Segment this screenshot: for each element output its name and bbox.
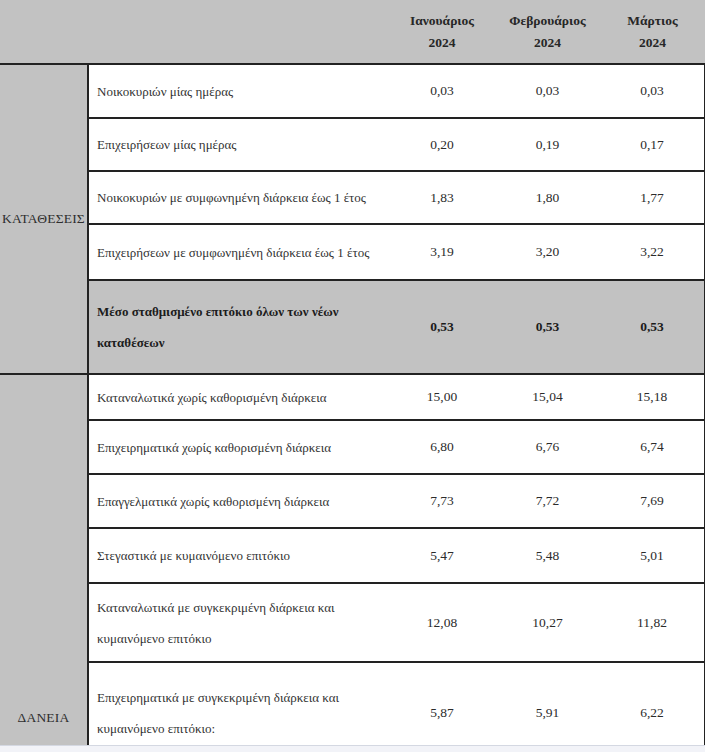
value-cell: 11,82	[600, 583, 705, 662]
row-label: Επιχειρήσεων μίας ημέρας	[88, 118, 389, 171]
header-col-march: Μάρτιος 2024	[600, 0, 705, 64]
value-cell: 15,00	[389, 374, 495, 420]
table-row: Νοικοκυριών με συμφωνημένη διάρκεια έως …	[0, 171, 705, 224]
header-col-january: Ιανουάριος 2024	[389, 0, 495, 64]
value-cell: 3,19	[389, 224, 495, 280]
table-row: ΔΑΝΕΙΑ Καταναλωτικά χωρίς καθορισμένη δι…	[0, 374, 705, 420]
row-label: Επαγγελματικά χωρίς καθορισμένη διάρκεια	[88, 474, 389, 528]
value-cell: 6,22	[600, 662, 705, 752]
group-label-loans: ΔΑΝΕΙΑ	[0, 374, 88, 752]
value-cell: 6,74	[600, 420, 705, 474]
value-cell: 0,19	[495, 118, 600, 171]
value-cell: 12,08	[389, 583, 495, 662]
value-cell: 0,20	[389, 118, 495, 171]
value-cell: 0,17	[600, 118, 705, 171]
value-cell: 5,91	[495, 662, 600, 752]
value-cell: 5,48	[495, 528, 600, 583]
value-cell: 3,22	[600, 224, 705, 280]
interest-rates-table-page: Ιανουάριος 2024 Φεβρουάριος 2024 Μάρτιος…	[0, 0, 705, 752]
table-row: Επιχειρήσεων μίας ημέρας 0,20 0,19 0,17	[0, 118, 705, 171]
table-row-summary: Μέσο σταθμισμένο επιτόκιο όλων των νέων …	[0, 280, 705, 374]
header-month: Ιανουάριος	[389, 10, 495, 32]
value-cell: 0,03	[600, 64, 705, 118]
header-year: 2024	[495, 32, 600, 54]
row-label: Καταναλωτικά χωρίς καθορισμένη διάρκεια	[88, 374, 389, 420]
group-label-deposits: ΚΑΤΑΘΕΣΕΙΣ	[0, 64, 88, 374]
value-cell: 0,03	[389, 64, 495, 118]
table-header-row: Ιανουάριος 2024 Φεβρουάριος 2024 Μάρτιος…	[0, 0, 705, 64]
row-label: Στεγαστικά με κυμαινόμενο επιτόκιο	[88, 528, 389, 583]
row-label: Νοικοκυριών με συμφωνημένη διάρκεια έως …	[88, 171, 389, 224]
row-label: Επιχειρήσεων με συμφωνημένη διάρκεια έως…	[88, 224, 389, 280]
value-cell: 7,73	[389, 474, 495, 528]
value-cell: 5,87	[389, 662, 495, 752]
row-label: Νοικοκυριών μίας ημέρας	[88, 64, 389, 118]
value-cell: 0,53	[495, 280, 600, 374]
row-label: Επιχειρηματικά χωρίς καθορισμένη διάρκει…	[88, 420, 389, 474]
header-col-february: Φεβρουάριος 2024	[495, 0, 600, 64]
table-row: Επαγγελματικά χωρίς καθορισμένη διάρκεια…	[0, 474, 705, 528]
interest-rates-table: Ιανουάριος 2024 Φεβρουάριος 2024 Μάρτιος…	[0, 0, 705, 752]
value-cell: 0,53	[389, 280, 495, 374]
table-row: Επιχειρηματικά με συγκεκριμένη διάρκεια …	[0, 662, 705, 752]
row-label: Μέσο σταθμισμένο επιτόκιο όλων των νέων …	[88, 280, 389, 374]
table-row: Επιχειρηματικά χωρίς καθορισμένη διάρκει…	[0, 420, 705, 474]
page-bottom-strip	[0, 745, 705, 752]
header-month: Φεβρουάριος	[495, 10, 600, 32]
header-year: 2024	[600, 32, 705, 54]
value-cell: 5,01	[600, 528, 705, 583]
header-year: 2024	[389, 32, 495, 54]
table-row: Στεγαστικά με κυμαινόμενο επιτόκιο 5,47 …	[0, 528, 705, 583]
table-row: ΚΑΤΑΘΕΣΕΙΣ Νοικοκυριών μίας ημέρας 0,03 …	[0, 64, 705, 118]
value-cell: 6,80	[389, 420, 495, 474]
header-month: Μάρτιος	[600, 10, 705, 32]
value-cell: 6,76	[495, 420, 600, 474]
table-row: Καταναλωτικά με συγκεκριμένη διάρκεια κα…	[0, 583, 705, 662]
value-cell: 7,69	[600, 474, 705, 528]
value-cell: 15,18	[600, 374, 705, 420]
value-cell: 3,20	[495, 224, 600, 280]
value-cell: 15,04	[495, 374, 600, 420]
value-cell: 1,83	[389, 171, 495, 224]
value-cell: 10,27	[495, 583, 600, 662]
value-cell: 5,47	[389, 528, 495, 583]
table-row: Επιχειρήσεων με συμφωνημένη διάρκεια έως…	[0, 224, 705, 280]
value-cell: 0,03	[495, 64, 600, 118]
value-cell: 1,77	[600, 171, 705, 224]
row-label: Καταναλωτικά με συγκεκριμένη διάρκεια κα…	[88, 583, 389, 662]
value-cell: 1,80	[495, 171, 600, 224]
value-cell: 7,72	[495, 474, 600, 528]
row-label: Επιχειρηματικά με συγκεκριμένη διάρκεια …	[88, 662, 389, 752]
header-spacer	[0, 0, 389, 64]
value-cell: 0,53	[600, 280, 705, 374]
